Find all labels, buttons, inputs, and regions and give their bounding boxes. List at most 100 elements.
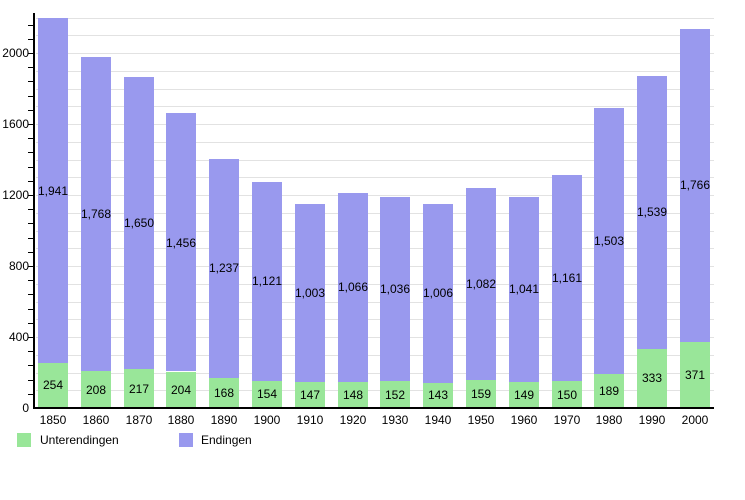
bar-value-unterendingen: 150 bbox=[556, 388, 578, 402]
bar-segment-endingen bbox=[295, 204, 325, 382]
bar-segment-unterendingen bbox=[81, 371, 111, 408]
y-gridline bbox=[36, 177, 714, 178]
y-gridline bbox=[36, 89, 714, 90]
y-gridline bbox=[36, 373, 714, 374]
bar-segment-endingen bbox=[209, 159, 239, 379]
legend-label-endingen: Endingen bbox=[201, 433, 252, 447]
y-axis-tick bbox=[28, 252, 33, 253]
chart-legend: Unterendingen Endingen bbox=[0, 430, 745, 450]
bar-segment-endingen bbox=[166, 113, 196, 371]
y-gridline bbox=[36, 213, 714, 214]
bar-segment-endingen bbox=[380, 197, 410, 381]
bar-segment-endingen bbox=[124, 77, 154, 370]
bar-value-unterendingen: 204 bbox=[170, 383, 192, 397]
y-tick-label: 1600 bbox=[2, 117, 29, 131]
bar-segment-unterendingen bbox=[338, 382, 368, 408]
y-axis-tick bbox=[28, 351, 33, 352]
y-axis-tick bbox=[28, 25, 33, 26]
y-gridline bbox=[36, 71, 714, 72]
bar-segment-unterendingen bbox=[38, 363, 68, 408]
y-tick-label: 2000 bbox=[2, 46, 29, 60]
y-gridline bbox=[36, 124, 714, 125]
bar-value-endingen: 1,041 bbox=[508, 282, 540, 296]
bar-value-unterendingen: 159 bbox=[470, 387, 492, 401]
bar-segment-unterendingen bbox=[552, 381, 582, 408]
y-axis-tick bbox=[28, 337, 33, 338]
y-axis-tick bbox=[28, 294, 33, 295]
bar-segment-unterendingen bbox=[166, 372, 196, 408]
bar-value-endingen: 1,650 bbox=[123, 216, 155, 230]
y-tick-label: 800 bbox=[8, 259, 29, 273]
x-tick-label: 1960 bbox=[510, 413, 538, 427]
bar-value-unterendingen: 147 bbox=[299, 388, 321, 402]
bar-value-unterendingen: 208 bbox=[85, 383, 107, 397]
y-axis-tick bbox=[28, 138, 33, 139]
y-gridline bbox=[36, 390, 714, 391]
bar-segment-unterendingen bbox=[637, 349, 667, 408]
y-axis-tick bbox=[28, 152, 33, 153]
bar-value-endingen: 1,161 bbox=[551, 271, 583, 285]
bar-value-unterendingen: 189 bbox=[598, 384, 620, 398]
bar-value-endingen: 1,768 bbox=[80, 207, 112, 221]
bar-value-unterendingen: 333 bbox=[641, 371, 663, 385]
y-gridline bbox=[36, 53, 714, 54]
bar-segment-endingen bbox=[81, 57, 111, 371]
legend-label-unterendingen: Unterendingen bbox=[40, 433, 119, 447]
x-tick-label: 1850 bbox=[39, 413, 67, 427]
y-axis-tick bbox=[28, 238, 33, 239]
y-axis-tick bbox=[28, 81, 33, 82]
y-axis-tick bbox=[28, 209, 33, 210]
x-tick-label: 2000 bbox=[681, 413, 709, 427]
x-tick-label: 1900 bbox=[253, 413, 281, 427]
bar-value-unterendingen: 154 bbox=[256, 387, 278, 401]
bar-segment-endingen bbox=[509, 197, 539, 382]
y-axis-tick bbox=[28, 280, 33, 281]
y-tick-label: 400 bbox=[8, 330, 29, 344]
bar-segment-unterendingen bbox=[466, 380, 496, 408]
y-axis-tick bbox=[28, 365, 33, 366]
y-gridline bbox=[36, 284, 714, 285]
bar-value-unterendingen: 371 bbox=[684, 368, 706, 382]
y-axis-tick bbox=[28, 67, 33, 68]
bar-segment-endingen bbox=[338, 193, 368, 382]
bar-segment-endingen bbox=[466, 188, 496, 380]
y-gridline bbox=[36, 195, 714, 196]
bar-segment-unterendingen bbox=[680, 342, 710, 408]
legend-swatch-endingen bbox=[179, 433, 193, 447]
y-gridline bbox=[36, 106, 714, 107]
bar-segment-endingen bbox=[552, 175, 582, 381]
x-tick-label: 1970 bbox=[553, 413, 581, 427]
y-gridline bbox=[36, 302, 714, 303]
bar-segment-unterendingen bbox=[295, 382, 325, 408]
x-tick-label: 1980 bbox=[595, 413, 623, 427]
y-axis-tick bbox=[28, 96, 33, 97]
y-axis-tick bbox=[28, 266, 33, 267]
y-gridline bbox=[36, 266, 714, 267]
y-axis-tick bbox=[28, 223, 33, 224]
y-axis-tick bbox=[28, 167, 33, 168]
y-axis-tick bbox=[28, 53, 33, 54]
bar-segment-unterendingen bbox=[509, 382, 539, 408]
y-gridline bbox=[36, 142, 714, 143]
bar-value-endingen: 1,121 bbox=[251, 274, 283, 288]
bar-segment-endingen bbox=[423, 204, 453, 383]
bar-segment-endingen bbox=[637, 76, 667, 349]
bar-segment-endingen bbox=[680, 29, 710, 342]
x-tick-label: 1870 bbox=[125, 413, 153, 427]
x-tick-label: 1880 bbox=[167, 413, 195, 427]
x-tick-label: 1940 bbox=[424, 413, 452, 427]
bar-segment-endingen bbox=[594, 108, 624, 375]
x-tick-label: 1860 bbox=[82, 413, 110, 427]
y-gridline bbox=[36, 18, 714, 19]
bar-segment-endingen bbox=[38, 18, 68, 363]
bar-value-unterendingen: 254 bbox=[42, 378, 64, 392]
y-axis-tick bbox=[28, 39, 33, 40]
y-axis-tick bbox=[28, 323, 33, 324]
bar-value-endingen: 1,941 bbox=[37, 184, 69, 198]
x-tick-label: 1890 bbox=[210, 413, 238, 427]
x-axis-line bbox=[33, 407, 714, 409]
y-gridline bbox=[36, 355, 714, 356]
y-gridline bbox=[36, 319, 714, 320]
